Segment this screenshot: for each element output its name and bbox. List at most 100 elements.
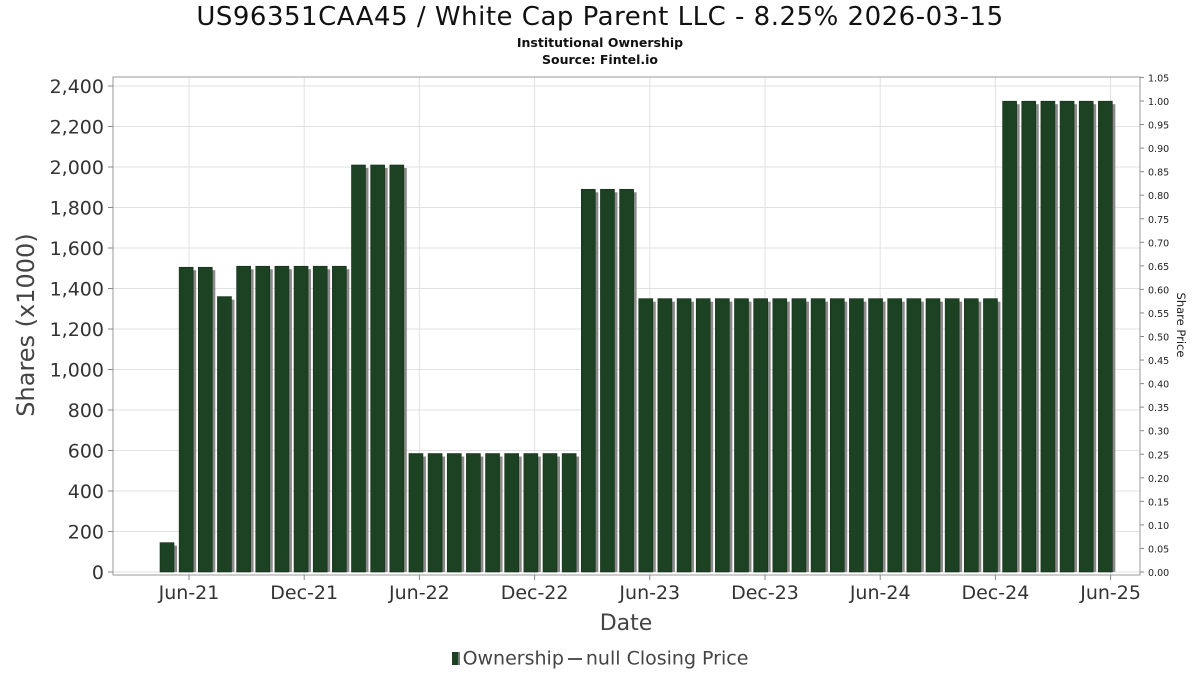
y-tick-label: 1,000: [50, 360, 104, 382]
x-tick-label: Jun-22: [388, 582, 450, 604]
ownership-bar: [542, 453, 558, 573]
x-tick-label: Jun-25: [1079, 582, 1141, 604]
y2-tick-label: 0.60: [1148, 285, 1169, 296]
legend-ownership-swatch: [451, 652, 460, 665]
y2-tick-label: 0.95: [1148, 121, 1169, 132]
ownership-bar: [638, 298, 654, 573]
ownership-bar: [963, 298, 979, 573]
ownership-bar: [849, 298, 864, 573]
y-tick-label: 1,400: [50, 279, 104, 301]
ownership-bar: [504, 453, 520, 573]
ownership-bar: [1059, 100, 1075, 573]
x-tick-label: Dec-24: [961, 582, 1029, 604]
chart-source: Source: Fintel.io: [542, 52, 658, 67]
ownership-chart: 0 200 400 600 800 1,000 1,200 1,400 1,600 1,800 2,…: [12, 73, 1188, 636]
ownership-bar: [198, 266, 213, 573]
y2-tick-label: 0.90: [1148, 144, 1169, 155]
ownership-bar: [351, 164, 366, 573]
ownership-bar: [274, 265, 290, 573]
x-tick-label: Dec-21: [270, 582, 338, 604]
ownership-bar: [561, 453, 577, 573]
ownership-bar: [178, 266, 194, 573]
ownership-bar: [906, 298, 922, 573]
y2-tick-label: 0.75: [1148, 215, 1169, 226]
ownership-bar: [676, 298, 692, 573]
y2-tick-label: 0.15: [1148, 497, 1169, 508]
x-tick-label: Jun-21: [158, 582, 220, 604]
y-axis-ticks: 0 200 400 600 800 1,000 1,200 1,400 1,600 1,800 2,…: [50, 76, 113, 584]
ownership-bar: [887, 298, 903, 573]
y2-tick-label: 0.05: [1148, 544, 1169, 555]
ownership-bar: [408, 453, 424, 573]
y2-tick-label: 0.20: [1148, 474, 1169, 485]
y-tick-label: 2,400: [50, 76, 104, 98]
ownership-bar: [466, 453, 481, 573]
ownership-bar: [925, 298, 941, 573]
ownership-bar: [1021, 100, 1037, 573]
ownership-bar: [236, 265, 251, 573]
ownership-bar: [772, 298, 788, 573]
x-tick-label: Jun-23: [618, 582, 680, 604]
y-tick-label: 1,600: [50, 238, 104, 260]
y2-tick-label: 0.85: [1148, 168, 1169, 179]
ownership-bar: [523, 453, 539, 573]
x-tick-label: Jun-24: [849, 582, 911, 604]
y2-tick-label: 0.00: [1148, 568, 1169, 579]
y-tick-label: 1,800: [50, 198, 104, 220]
ownership-bar: [600, 188, 615, 573]
ownership-bar: [332, 265, 347, 573]
y-tick-label: 1,200: [50, 319, 104, 341]
y2-axis-label: Share Price: [1174, 293, 1188, 358]
legend-closing-price-line: [567, 657, 582, 660]
chart-legend: Ownership null Closing Price: [0, 647, 1200, 670]
ownership-bar: [1002, 100, 1017, 573]
y2-tick-label: 0.25: [1148, 450, 1169, 461]
legend-ownership-label: Ownership: [462, 647, 564, 670]
ownership-bar: [427, 453, 443, 573]
y2-tick-label: 0.45: [1148, 356, 1169, 367]
ownership-bar: [1040, 100, 1056, 573]
y2-tick-label: 0.70: [1148, 238, 1169, 249]
ownership-bar: [753, 298, 768, 573]
ownership-bar: [657, 298, 673, 573]
ownership-bar: [983, 298, 998, 573]
x-axis-label: Date: [600, 611, 653, 636]
ownership-bar: [217, 296, 232, 573]
ownership-bar: [810, 298, 826, 573]
y2-tick-label: 0.10: [1148, 521, 1169, 532]
y-tick-label: 0: [92, 562, 104, 584]
x-tick-label: Dec-22: [501, 582, 569, 604]
y2-axis-ticks: 0.00 0.05 0.10 0.15 0.20 0.25 0.30 0.35 0.40 0.45…: [1140, 73, 1169, 579]
y-axis-label: Shares (x1000): [12, 233, 40, 416]
y2-tick-label: 0.35: [1148, 403, 1169, 414]
ownership-bar: [1078, 100, 1094, 573]
y2-tick-label: 0.55: [1148, 309, 1169, 320]
x-axis-ticks: Jun-21 Dec-21 Jun-22 Dec-22 Jun-23 Dec-23 Jun-…: [158, 575, 1141, 604]
chart-subtitle: Institutional Ownership: [516, 35, 684, 50]
y2-tick-label: 0.30: [1148, 427, 1169, 438]
ownership-bar: [255, 265, 271, 573]
ownership-bar: [485, 453, 500, 573]
ownership-bar: [868, 298, 883, 573]
ownership-bar: [293, 265, 309, 573]
ownership-bar: [370, 164, 385, 573]
ownership-bar: [580, 188, 596, 573]
y2-tick-label: 0.50: [1148, 333, 1169, 344]
x-tick-label: Dec-23: [731, 582, 799, 604]
y-tick-label: 800: [68, 400, 104, 422]
ownership-bar: [695, 298, 711, 573]
ownership-bar: [791, 298, 807, 573]
ownership-bar: [312, 265, 328, 573]
ownership-bar: [944, 298, 960, 573]
chart-title: US96351CAA45 / White Cap Parent LLC - 8.…: [196, 2, 1004, 32]
y2-tick-label: 1.00: [1148, 97, 1169, 108]
ownership-bar: [715, 298, 730, 573]
ownership-bar: [619, 188, 634, 573]
y2-tick-label: 0.80: [1148, 191, 1169, 202]
y-tick-label: 400: [68, 481, 104, 503]
legend-closing-price-label: null Closing Price: [585, 647, 749, 670]
y-tick-label: 200: [68, 522, 104, 544]
bar-series-ownership: [159, 100, 1116, 573]
ownership-bar: [1098, 100, 1113, 573]
ownership-bar: [446, 453, 462, 573]
